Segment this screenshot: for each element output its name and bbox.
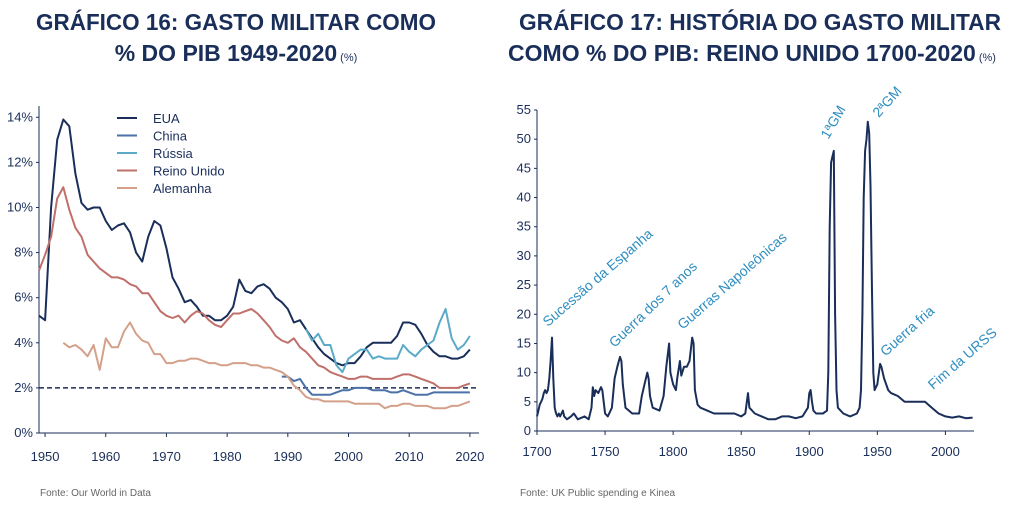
x-tick-label: 2010: [395, 449, 424, 464]
legend-label: Alemanha: [153, 181, 212, 196]
y-tick-label: 12%: [7, 154, 33, 169]
x-tick-label: 1800: [659, 444, 688, 459]
y-tick-label: 15: [517, 335, 531, 350]
y-tick-label: 25: [517, 277, 531, 292]
y-tick-label: 40: [517, 190, 531, 205]
title-unit: (%): [979, 52, 996, 64]
y-tick-label: 0%: [14, 425, 33, 440]
y-tick-label: 45: [517, 160, 531, 175]
x-tick-label: 2000: [931, 444, 960, 459]
x-tick-label: 1950: [31, 449, 60, 464]
y-tick-label: 10: [517, 365, 531, 380]
annotation: Guerras Napoleônicas: [674, 229, 790, 332]
series-line: [38, 118, 471, 367]
y-tick-label: 2%: [14, 380, 33, 395]
title-unit: (%): [340, 52, 357, 64]
x-tick-label: 1970: [152, 449, 181, 464]
chart-title: GRÁFICO 17: HISTÓRIA DO GASTO MILITAR: [519, 8, 1001, 35]
annotation: 2ªGM: [869, 83, 905, 120]
series-line: [62, 321, 471, 410]
series-line: [281, 375, 470, 396]
legend-label: Reino Unido: [153, 164, 225, 179]
y-tick-label: 0: [524, 423, 531, 438]
series-line: [536, 120, 973, 421]
x-tick-label: 2020: [455, 449, 484, 464]
x-tick-label: 1750: [591, 444, 620, 459]
y-tick-label: 14%: [7, 109, 33, 124]
y-tick-label: 4%: [14, 335, 33, 350]
source: Fonte: UK Public spending e Kinea: [520, 488, 676, 499]
y-tick-label: 8%: [14, 245, 33, 260]
series-line: [305, 308, 471, 374]
x-tick-label: 2000: [334, 449, 363, 464]
x-tick-label: 1700: [523, 444, 552, 459]
x-tick-label: 1900: [795, 444, 824, 459]
x-tick-label: 1990: [273, 449, 302, 464]
annotation: 1ªGM: [817, 102, 849, 141]
source: Fonte: Our World in Data: [40, 488, 151, 499]
y-tick-label: 30: [517, 248, 531, 263]
y-tick-label: 50: [517, 131, 531, 146]
chart-title: GRÁFICO 16: GASTO MILITAR COMO: [36, 8, 436, 35]
y-tick-label: 20: [517, 306, 531, 321]
annotation: Guerra fria: [877, 302, 938, 359]
y-tick-label: 6%: [14, 290, 33, 305]
legend-label: EUA: [153, 111, 180, 126]
chart-title: % DO PIB 1949-2020 (%): [115, 40, 358, 66]
chart-title: COMO % DO PIB: REINO UNIDO 1700-2020: [508, 40, 976, 66]
annotation: Fim da URSS: [925, 324, 1000, 392]
x-tick-label: 1980: [213, 449, 242, 464]
legend-label: Rússia: [153, 146, 194, 161]
y-tick-label: 5: [524, 394, 531, 409]
y-tick-label: 10%: [7, 199, 33, 214]
annotation: Guerra dos 7 anos: [606, 258, 701, 350]
legend-label: China: [153, 129, 188, 144]
series-line: [38, 186, 471, 389]
chart-title: % DO PIB 1949-2020: [115, 40, 337, 66]
chart-title: COMO % DO PIB: REINO UNIDO 1700-2020 (%): [508, 40, 996, 66]
y-tick-label: 35: [517, 219, 531, 234]
y-tick-label: 55: [517, 102, 531, 117]
x-tick-label: 1960: [91, 449, 120, 464]
x-tick-label: 1950: [863, 444, 892, 459]
x-tick-label: 1850: [727, 444, 756, 459]
